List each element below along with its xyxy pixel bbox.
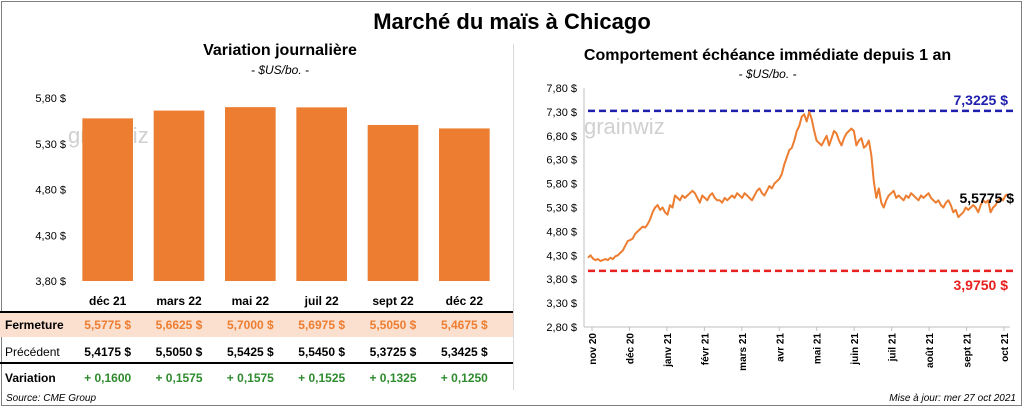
line-ytick-label: 6,30 $ xyxy=(546,155,577,167)
line-ytick-label: 3,80 $ xyxy=(546,274,577,286)
bar-category-label: juil 22 xyxy=(304,294,339,308)
variation-cell: + 0,1325 xyxy=(369,371,417,385)
row-label-variation: Variation xyxy=(5,371,56,385)
line-ytick-label: 4,30 $ xyxy=(546,250,577,262)
bar-ytick-label: 5,80 $ xyxy=(35,93,66,105)
precedent-cell: 5,3725 $ xyxy=(369,345,417,359)
source-note: Source: CME Group xyxy=(6,393,97,404)
variation-cell: + 0,1600 xyxy=(84,371,132,385)
price-series-line xyxy=(587,110,1009,262)
line-ytick-label: 6,80 $ xyxy=(546,131,577,143)
line-xtick-label: nov 20 xyxy=(588,333,599,365)
line-xtick-label: déc 20 xyxy=(625,333,636,365)
fermeture-cell: 5,6975 $ xyxy=(298,318,346,332)
variation-cell: + 0,1525 xyxy=(298,371,346,385)
update-note: Mise à jour: mer 27 oct 2021 xyxy=(889,393,1016,404)
bar-category-label: mai 22 xyxy=(232,294,270,308)
bar-ytick-label: 5,30 $ xyxy=(35,139,66,151)
bar-chart-title: Variation journalière xyxy=(203,42,357,59)
line-ytick-label: 4,80 $ xyxy=(546,226,577,238)
line-watermark: grainwiz xyxy=(584,114,665,139)
line-xtick-label: janv 21 xyxy=(663,333,674,368)
fermeture-cell: 5,6625 $ xyxy=(155,318,203,332)
line-ytick-label: 2,80 $ xyxy=(546,322,577,334)
last-value-label: 5,5775 $ xyxy=(960,190,1015,206)
low-label: 3,9750 $ xyxy=(954,277,1009,293)
high-label: 7,3225 $ xyxy=(954,92,1009,108)
bar-1 xyxy=(153,110,205,281)
line-chart-title: Comportement échéance immédiate depuis 1… xyxy=(583,47,952,64)
fermeture-cell: 5,5775 $ xyxy=(84,318,132,332)
line-xtick-label: juil 21 xyxy=(888,333,899,363)
bar-category-label: déc 22 xyxy=(446,294,484,308)
variation-cell: + 0,1575 xyxy=(155,371,203,385)
bar-chart-unit: - $US/bo. - xyxy=(250,63,310,77)
bar-category-label: mars 22 xyxy=(156,294,202,308)
line-ytick-label: 5,30 $ xyxy=(546,203,577,215)
line-xtick-label: juin 21 xyxy=(850,333,861,366)
line-xtick-label: août 21 xyxy=(925,333,936,368)
line-ytick-label: 3,30 $ xyxy=(546,298,577,310)
precedent-cell: 5,3425 $ xyxy=(440,345,488,359)
precedent-cell: 5,5425 $ xyxy=(226,345,274,359)
main-title: Marché du maïs à Chicago xyxy=(373,9,651,34)
row-label-fermeture: Fermeture xyxy=(5,318,64,332)
precedent-cell: 5,4175 $ xyxy=(84,345,132,359)
line-xtick-label: mars 21 xyxy=(738,333,749,371)
table-mid-rule xyxy=(0,362,513,364)
fermeture-cell: 5,5050 $ xyxy=(369,318,417,332)
bar-3 xyxy=(296,107,347,281)
fermeture-row-background xyxy=(0,313,513,337)
bar-category-label: déc 21 xyxy=(89,294,127,308)
line-xtick-label: avr 21 xyxy=(775,333,786,362)
bar-category-label: sept 22 xyxy=(372,294,414,308)
precedent-cell: 5,5450 $ xyxy=(298,345,346,359)
fermeture-cell: 5,7000 $ xyxy=(226,318,274,332)
fermeture-cell: 5,4675 $ xyxy=(440,318,488,332)
precedent-cell: 5,5050 $ xyxy=(155,345,203,359)
bar-ytick-label: 4,30 $ xyxy=(35,230,66,242)
line-xtick-label: mai 21 xyxy=(813,333,824,365)
variation-cell: + 0,1250 xyxy=(440,371,488,385)
row-label-precedent: Précédent xyxy=(5,345,60,359)
bar-5 xyxy=(439,128,490,281)
line-ytick-label: 5,80 $ xyxy=(546,179,577,191)
line-xtick-label: févr 21 xyxy=(700,333,711,366)
line-chart-unit: - $US/bo. - xyxy=(738,67,797,81)
variation-cell: + 0,1575 xyxy=(226,371,274,385)
line-ytick-label: 7,30 $ xyxy=(546,107,577,119)
bar-4 xyxy=(367,124,419,282)
bar-2 xyxy=(225,107,276,282)
panel-divider xyxy=(513,44,514,390)
table-top-rule xyxy=(0,311,513,313)
bar-ytick-label: 3,80 $ xyxy=(35,276,66,288)
line-ytick-label: 7,80 $ xyxy=(546,83,577,95)
line-xtick-label: sept 21 xyxy=(963,333,974,368)
line-xtick-label: oct 21 xyxy=(1000,333,1011,362)
bar-0 xyxy=(82,118,133,281)
bar-ytick-label: 4,80 $ xyxy=(35,185,66,197)
